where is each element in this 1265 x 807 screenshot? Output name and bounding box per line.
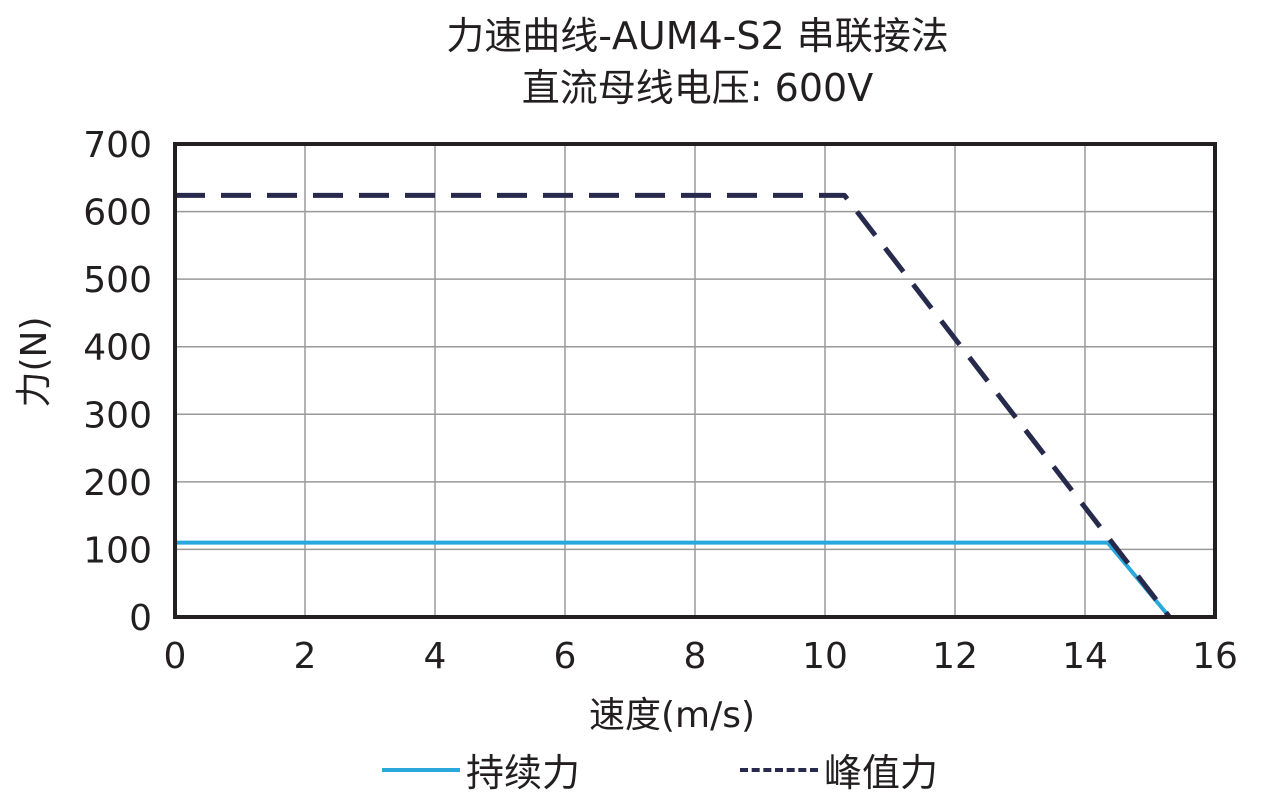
- series-lines: [175, 192, 1172, 619]
- x-tick-label: 14: [1062, 636, 1108, 677]
- gridlines: [174, 143, 1216, 618]
- solid-line-swatch-icon: [382, 767, 460, 772]
- y-tick-label: 600: [83, 193, 152, 234]
- y-tick-label: 700: [83, 125, 152, 166]
- chart-subtitle: 直流母线电压: 600V: [521, 66, 874, 110]
- x-tick-label: 6: [554, 636, 577, 677]
- x-tick-label: 0: [164, 636, 187, 677]
- plot-frame: [173, 142, 1217, 619]
- y-tick-label: 400: [83, 328, 152, 369]
- y-tick-labels: 0 100 200 300 400 500 600 700: [83, 125, 152, 639]
- x-tick-label: 8: [684, 636, 707, 677]
- y-axis-label: 力(N): [14, 316, 55, 407]
- x-tick-label: 12: [932, 636, 978, 677]
- legend-item-continuous: 持续力: [382, 742, 580, 797]
- series-peak-line: [175, 192, 1172, 619]
- y-tick-label: 300: [83, 395, 152, 436]
- y-tick-label: 100: [83, 530, 152, 571]
- y-tick-label: 500: [83, 260, 152, 301]
- x-tick-labels: 0 2 4 6 8 10 12 14 16: [164, 636, 1238, 677]
- dashed-line-swatch-icon: [740, 767, 818, 772]
- chart-title: 力速曲线-AUM4-S2 串联接法: [446, 14, 949, 58]
- series-continuous-line: [175, 540, 1172, 619]
- legend-label-continuous: 持续力: [466, 751, 581, 795]
- legend-item-peak: 峰值力: [740, 742, 938, 797]
- y-tick-label: 200: [83, 463, 152, 504]
- y-tick-label: 0: [129, 598, 152, 639]
- x-axis-label: 速度(m/s): [589, 695, 755, 736]
- x-tick-label: 4: [424, 636, 447, 677]
- x-tick-label: 10: [802, 636, 848, 677]
- legend-label-peak: 峰值力: [824, 751, 939, 795]
- x-tick-label: 16: [1192, 636, 1238, 677]
- x-tick-label: 2: [294, 636, 317, 677]
